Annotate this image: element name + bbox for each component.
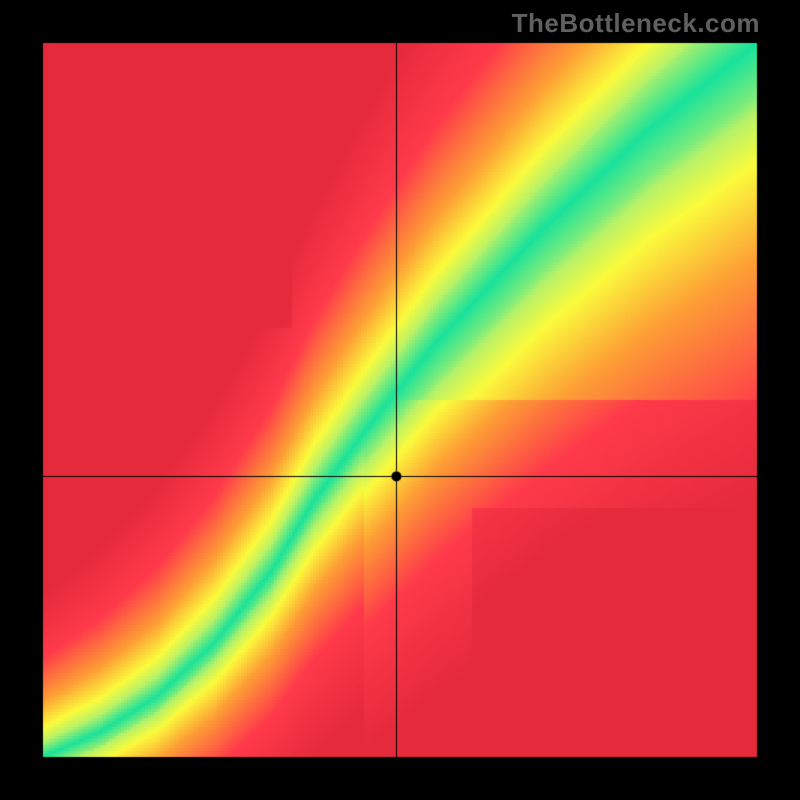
bottleneck-heatmap [0, 0, 800, 800]
attribution-text: TheBottleneck.com [512, 8, 760, 39]
bottleneck-heatmap-container: { "attribution": "TheBottleneck.com", "c… [0, 0, 800, 800]
